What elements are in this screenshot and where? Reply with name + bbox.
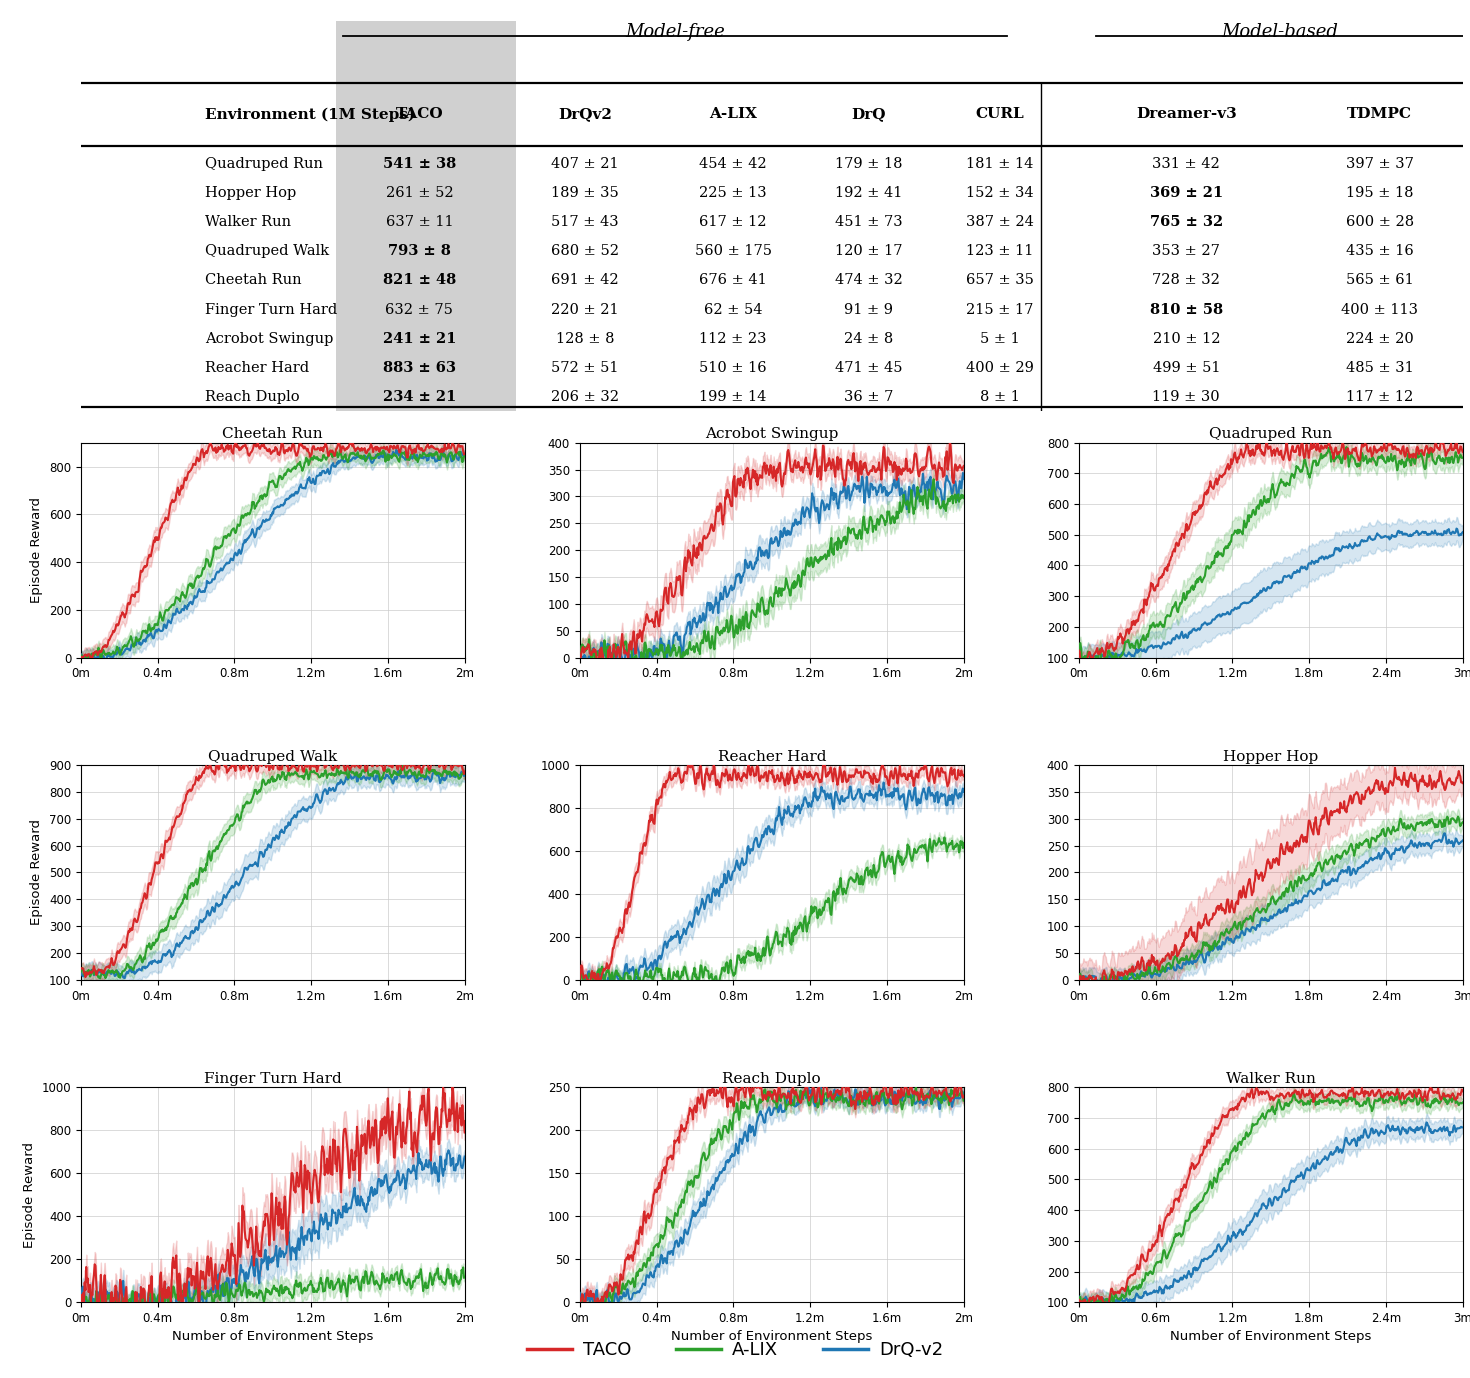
Text: 680 ± 52: 680 ± 52 — [551, 244, 619, 259]
Text: Walker Run: Walker Run — [206, 215, 291, 229]
Text: 657 ± 35: 657 ± 35 — [966, 273, 1033, 288]
Text: 517 ± 43: 517 ± 43 — [551, 215, 619, 229]
Text: 560 ± 175: 560 ± 175 — [694, 244, 772, 259]
Title: Quadruped Run: Quadruped Run — [1210, 427, 1332, 441]
Text: TDMPC: TDMPC — [1347, 107, 1413, 121]
Text: 117 ± 12: 117 ± 12 — [1347, 390, 1413, 404]
Text: 499 ± 51: 499 ± 51 — [1152, 361, 1220, 375]
Text: 5 ± 1: 5 ± 1 — [980, 332, 1020, 346]
Text: 91 ± 9: 91 ± 9 — [844, 303, 892, 317]
Text: Finger Turn Hard: Finger Turn Hard — [206, 303, 338, 317]
X-axis label: Number of Environment Steps: Number of Environment Steps — [1170, 1331, 1372, 1344]
Text: 36 ± 7: 36 ± 7 — [844, 390, 894, 404]
Text: A-LIX: A-LIX — [709, 107, 757, 121]
Text: 189 ± 35: 189 ± 35 — [551, 186, 619, 200]
Text: 199 ± 14: 199 ± 14 — [700, 390, 767, 404]
Text: 369 ± 21: 369 ± 21 — [1150, 186, 1223, 200]
Title: Reacher Hard: Reacher Hard — [717, 750, 826, 763]
Text: CURL: CURL — [976, 107, 1025, 121]
Text: 617 ± 12: 617 ± 12 — [700, 215, 767, 229]
Title: Walker Run: Walker Run — [1226, 1072, 1316, 1086]
Text: Quadruped Walk: Quadruped Walk — [206, 244, 329, 259]
Text: 435 ± 16: 435 ± 16 — [1347, 244, 1414, 259]
Text: 451 ± 73: 451 ± 73 — [835, 215, 903, 229]
X-axis label: Number of Environment Steps: Number of Environment Steps — [672, 1331, 872, 1344]
Text: 220 ± 21: 220 ± 21 — [551, 303, 619, 317]
Text: 407 ± 21: 407 ± 21 — [551, 157, 619, 171]
Text: 225 ± 13: 225 ± 13 — [700, 186, 767, 200]
Text: 123 ± 11: 123 ± 11 — [966, 244, 1033, 259]
Text: Acrobot Swingup: Acrobot Swingup — [206, 332, 334, 346]
Text: 565 ± 61: 565 ± 61 — [1347, 273, 1414, 288]
Text: 241 ± 21: 241 ± 21 — [382, 332, 456, 346]
Text: 793 ± 8: 793 ± 8 — [388, 244, 451, 259]
Title: Hopper Hop: Hopper Hop — [1223, 750, 1319, 763]
Text: 62 ± 54: 62 ± 54 — [704, 303, 763, 317]
Text: Hopper Hop: Hopper Hop — [206, 186, 297, 200]
Text: 765 ± 32: 765 ± 32 — [1150, 215, 1223, 229]
Text: Model-based: Model-based — [1222, 22, 1338, 40]
Text: 691 ± 42: 691 ± 42 — [551, 273, 619, 288]
Text: 400 ± 29: 400 ± 29 — [966, 361, 1033, 375]
Text: DrQ: DrQ — [851, 107, 886, 121]
X-axis label: Number of Environment Steps: Number of Environment Steps — [172, 1331, 373, 1344]
Text: 261 ± 52: 261 ± 52 — [385, 186, 453, 200]
Text: 541 ± 38: 541 ± 38 — [382, 157, 456, 171]
Text: Cheetah Run: Cheetah Run — [206, 273, 301, 288]
Title: Quadruped Walk: Quadruped Walk — [209, 750, 338, 763]
Text: 728 ± 32: 728 ± 32 — [1152, 273, 1220, 288]
Text: 353 ± 27: 353 ± 27 — [1152, 244, 1220, 259]
Y-axis label: Episode Reward: Episode Reward — [24, 1142, 35, 1247]
Title: Cheetah Run: Cheetah Run — [222, 427, 323, 441]
Text: 181 ± 14: 181 ± 14 — [966, 157, 1033, 171]
Y-axis label: Episode Reward: Episode Reward — [31, 497, 43, 604]
Text: 179 ± 18: 179 ± 18 — [835, 157, 903, 171]
Text: 471 ± 45: 471 ± 45 — [835, 361, 903, 375]
Text: 810 ± 58: 810 ± 58 — [1150, 303, 1223, 317]
Text: 676 ± 41: 676 ± 41 — [700, 273, 767, 288]
Text: 152 ± 34: 152 ± 34 — [966, 186, 1033, 200]
Text: 600 ± 28: 600 ± 28 — [1345, 215, 1414, 229]
Text: 632 ± 75: 632 ± 75 — [385, 303, 453, 317]
Text: DrQv2: DrQv2 — [559, 107, 612, 121]
Text: TACO: TACO — [395, 107, 442, 121]
Text: 821 ± 48: 821 ± 48 — [382, 273, 456, 288]
Text: 128 ± 8: 128 ± 8 — [556, 332, 614, 346]
Text: 120 ± 17: 120 ± 17 — [835, 244, 903, 259]
Text: 8 ± 1: 8 ± 1 — [980, 390, 1020, 404]
FancyBboxPatch shape — [337, 21, 516, 412]
Text: Quadruped Run: Quadruped Run — [206, 157, 323, 171]
Text: Dreamer-v3: Dreamer-v3 — [1136, 107, 1236, 121]
Text: 572 ± 51: 572 ± 51 — [551, 361, 619, 375]
Text: 215 ± 17: 215 ± 17 — [966, 303, 1033, 317]
Text: 883 ± 63: 883 ± 63 — [382, 361, 456, 375]
Text: 195 ± 18: 195 ± 18 — [1347, 186, 1414, 200]
Text: 474 ± 32: 474 ± 32 — [835, 273, 903, 288]
Title: Finger Turn Hard: Finger Turn Hard — [204, 1072, 341, 1086]
Y-axis label: Episode Reward: Episode Reward — [31, 820, 43, 926]
Title: Acrobot Swingup: Acrobot Swingup — [706, 427, 838, 441]
Text: Reacher Hard: Reacher Hard — [206, 361, 309, 375]
Text: 192 ± 41: 192 ± 41 — [835, 186, 903, 200]
Text: 112 ± 23: 112 ± 23 — [700, 332, 767, 346]
Text: 637 ± 11: 637 ± 11 — [385, 215, 453, 229]
Title: Reach Duplo: Reach Duplo — [722, 1072, 822, 1086]
Text: 224 ± 20: 224 ± 20 — [1347, 332, 1414, 346]
Text: Model-free: Model-free — [625, 22, 725, 40]
Text: 454 ± 42: 454 ± 42 — [700, 157, 767, 171]
Text: 331 ± 42: 331 ± 42 — [1152, 157, 1220, 171]
Text: 210 ± 12: 210 ± 12 — [1152, 332, 1220, 346]
Text: 510 ± 16: 510 ± 16 — [700, 361, 767, 375]
Text: 387 ± 24: 387 ± 24 — [966, 215, 1033, 229]
Legend: TACO, A-LIX, DrQ-v2: TACO, A-LIX, DrQ-v2 — [519, 1334, 951, 1366]
Text: 206 ± 32: 206 ± 32 — [551, 390, 619, 404]
Text: Reach Duplo: Reach Duplo — [206, 390, 300, 404]
Text: 485 ± 31: 485 ± 31 — [1347, 361, 1414, 375]
Text: Environment (1M Steps): Environment (1M Steps) — [206, 107, 416, 121]
Text: 119 ± 30: 119 ± 30 — [1152, 390, 1220, 404]
Text: 234 ± 21: 234 ± 21 — [382, 390, 456, 404]
Text: 397 ± 37: 397 ± 37 — [1347, 157, 1414, 171]
Text: 24 ± 8: 24 ± 8 — [844, 332, 894, 346]
Text: 400 ± 113: 400 ± 113 — [1341, 303, 1419, 317]
